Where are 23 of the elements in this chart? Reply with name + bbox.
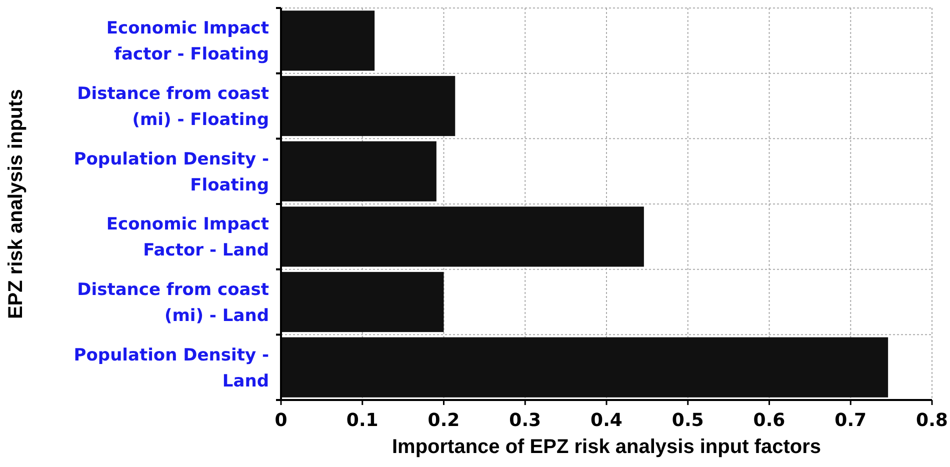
- y-tick-label: Population Density - Floating: [74, 149, 269, 196]
- y-tick-label: Distance from coast (mi) - Floating: [77, 84, 269, 130]
- x-tick-label: 0.2: [428, 410, 460, 431]
- bar: [281, 10, 375, 71]
- x-tick-label: 0: [274, 410, 288, 431]
- x-tick-label: 0.5: [672, 410, 704, 431]
- y-axis-title: EPZ risk analysis inputs: [5, 88, 27, 320]
- x-tick-label: 0.6: [753, 410, 786, 431]
- bar: [281, 337, 888, 398]
- y-tick-label: Economic Impact factor - Floating: [106, 18, 269, 65]
- bar: [281, 272, 444, 332]
- bar: [281, 76, 456, 136]
- x-tick-label: 0.4: [590, 410, 622, 431]
- bar: [281, 206, 644, 267]
- y-tick-label: Distance from coast (mi) - Land: [77, 280, 269, 326]
- bar: [281, 141, 436, 202]
- x-tick-label: 0.7: [834, 410, 867, 431]
- x-axis-title: Importance of EPZ risk analysis input factors: [392, 436, 822, 458]
- x-tick-label: 0.1: [346, 410, 378, 431]
- y-tick-label: Economic Impact Factor - Land: [106, 214, 269, 261]
- y-tick-label: Population Density - Land: [74, 345, 269, 392]
- x-tick-label: 0.8: [916, 410, 948, 431]
- x-tick-label: 0.3: [509, 410, 542, 431]
